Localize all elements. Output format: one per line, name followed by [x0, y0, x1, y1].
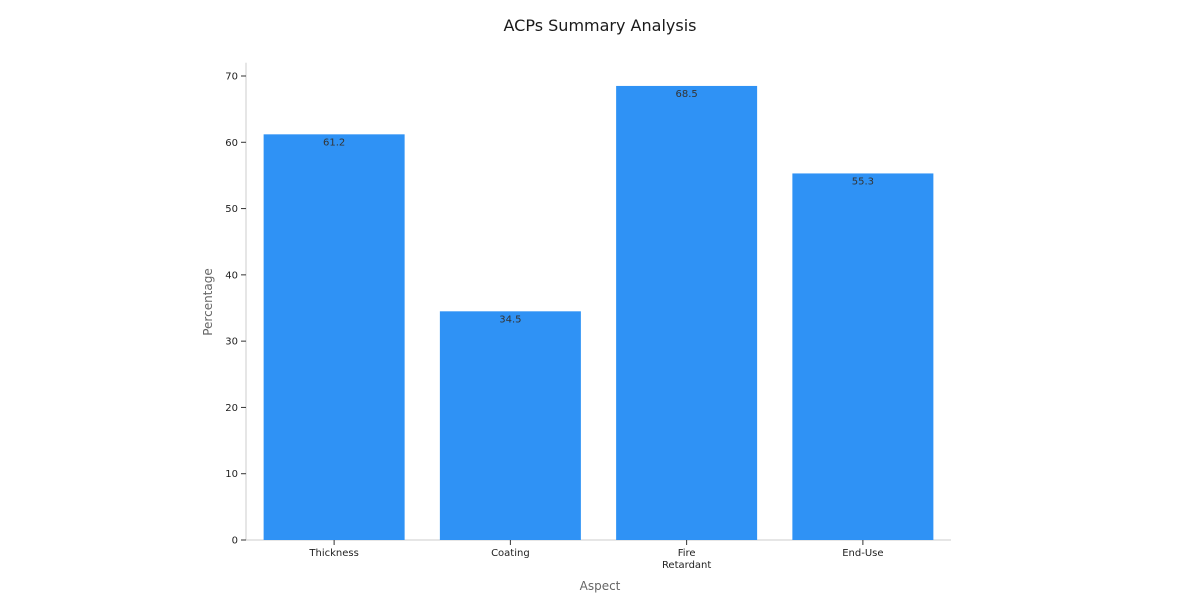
- bar-value-label: 55.3: [852, 176, 874, 187]
- y-tick-label: 0: [232, 536, 238, 547]
- bar-value-label: 68.5: [675, 89, 697, 100]
- y-tick-label: 20: [225, 403, 238, 414]
- x-tick-label: Coating: [491, 548, 530, 559]
- bar: [439, 311, 581, 540]
- bar-value-label: 34.5: [499, 314, 521, 325]
- y-tick-label: 70: [225, 72, 238, 83]
- bar: [263, 134, 405, 540]
- y-axis-label: Percentage: [201, 268, 215, 336]
- x-tick-label: Fire Retardant: [662, 548, 711, 571]
- x-tick-label: Thickness: [308, 548, 358, 559]
- x-axis-label: Aspect: [580, 579, 621, 593]
- y-tick-label: 50: [225, 204, 238, 215]
- y-tick-label: 30: [225, 337, 238, 348]
- bar: [616, 85, 758, 540]
- bar: [792, 173, 934, 540]
- x-tick-label: End-Use: [842, 548, 883, 559]
- bar-value-label: 61.2: [323, 137, 345, 148]
- y-tick-label: 60: [225, 138, 238, 149]
- chart-title: ACPs Summary Analysis: [504, 16, 697, 35]
- y-tick-label: 10: [225, 469, 238, 480]
- plot-area: 0 10 20 30 40 50 60 70 61.2 Thickness 34.5 Coating 6…: [225, 62, 951, 571]
- y-tick-label: 40: [225, 270, 238, 281]
